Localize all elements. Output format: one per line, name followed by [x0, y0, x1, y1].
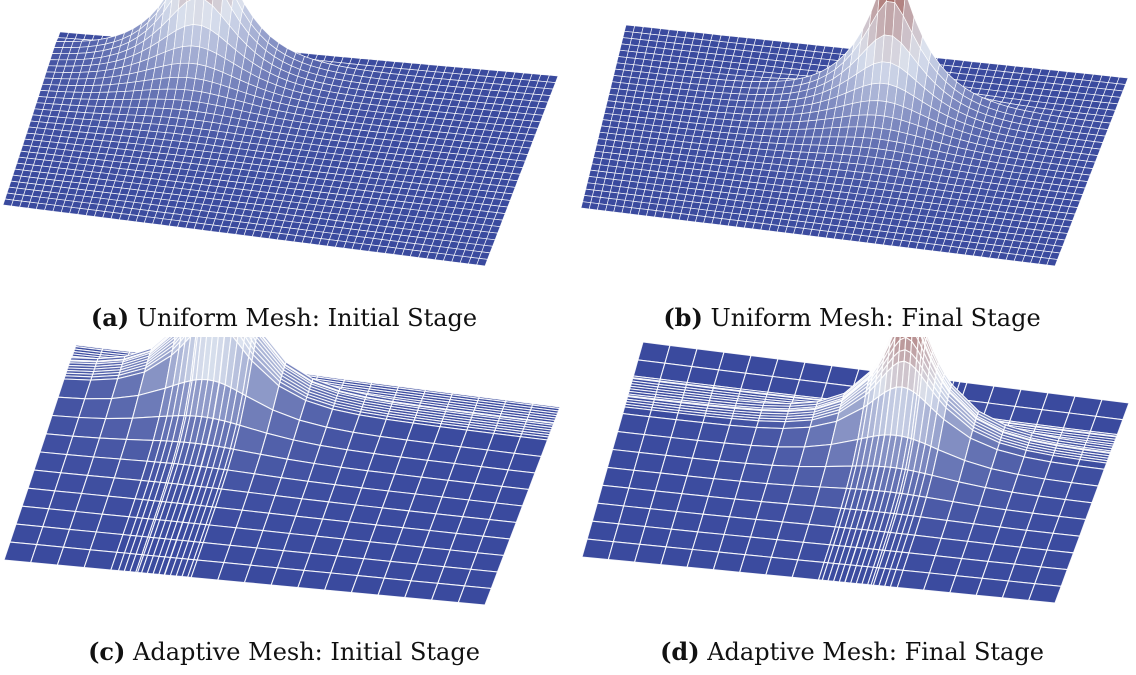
- caption-tag-c: (c): [88, 637, 126, 666]
- mesh-cell: [488, 502, 524, 524]
- caption-c: (c) Adaptive Mesh: Initial Stage: [0, 637, 568, 666]
- caption-text-d: Adaptive Mesh: Final Stage: [707, 638, 1044, 666]
- mesh-cell: [457, 585, 493, 606]
- mesh-cell: [470, 552, 505, 573]
- caption-text-b: Uniform Mesh: Final Stage: [710, 304, 1041, 332]
- mesh-cell: [463, 568, 499, 590]
- panel-d: [568, 337, 1136, 632]
- mesh-cell: [482, 519, 518, 540]
- mesh-surface-plot-d: [581, 337, 1130, 604]
- caption-text-c: Adaptive Mesh: Initial Stage: [133, 638, 480, 666]
- caption-a: (a) Uniform Mesh: Initial Stage: [0, 303, 568, 332]
- mesh-cell: [1027, 583, 1062, 604]
- mesh-cell: [1046, 532, 1081, 554]
- panel-b: [568, 0, 1136, 300]
- mesh-cell: [476, 535, 511, 557]
- caption-text-a: Uniform Mesh: Initial Stage: [136, 304, 478, 332]
- panel-c: [0, 337, 568, 632]
- mesh-cell: [1046, 258, 1058, 267]
- mesh-cell: [476, 258, 488, 267]
- caption-tag-a: (a): [90, 303, 130, 332]
- caption-tag-b: (b): [663, 303, 703, 332]
- mesh-cell: [1034, 566, 1069, 587]
- mesh-surface-plot-c: [3, 337, 561, 606]
- mesh-surface-plot-a: [2, 0, 559, 267]
- caption-tag-d: (d): [660, 637, 700, 666]
- caption-d: (d) Adaptive Mesh: Final Stage: [568, 637, 1136, 666]
- caption-b: (b) Uniform Mesh: Final Stage: [568, 303, 1136, 332]
- mesh-cell: [1040, 549, 1075, 571]
- panel-a: [0, 0, 568, 300]
- mesh-surface-plot-b: [580, 0, 1129, 267]
- mesh-cell: [1052, 515, 1087, 537]
